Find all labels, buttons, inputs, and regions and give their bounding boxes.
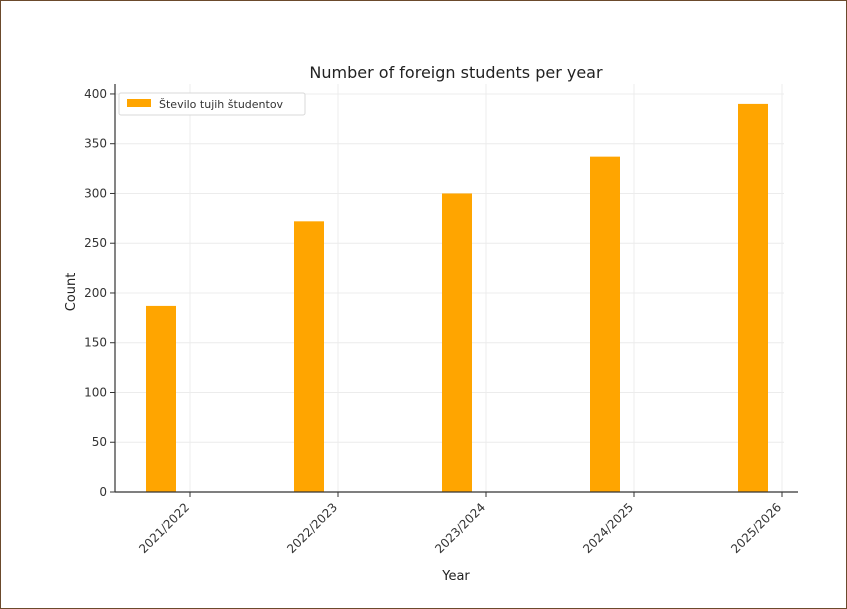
bar [146, 305, 176, 492]
y-tick-label: 100 [84, 385, 107, 399]
bars [146, 103, 768, 492]
x-tick-label: 2024/2025 [580, 500, 636, 556]
y-axis-title: Count [64, 273, 79, 312]
x-tick-label: 2021/2022 [136, 500, 192, 556]
bar [442, 193, 472, 492]
bar [738, 103, 768, 492]
x-tick-label: 2022/2023 [284, 500, 340, 556]
y-ticks: 0 50 100 150 200 250 300 350 400 [84, 87, 115, 499]
axes [114, 84, 798, 493]
y-tick-label: 400 [84, 87, 107, 101]
y-tick-label: 0 [99, 485, 107, 499]
y-tick-label: 50 [92, 435, 107, 449]
y-tick-label: 200 [84, 286, 107, 300]
x-tick-label: 2025/2026 [728, 500, 784, 556]
y-tick-label: 150 [84, 336, 107, 350]
x-tick-label: 2023/2024 [432, 500, 488, 556]
y-tick-label: 300 [84, 186, 107, 200]
chart-title: Number of foreign students per year [309, 63, 603, 82]
x-ticks: 2021/2022 2022/2023 2023/2024 2024/2025 2025… [136, 492, 784, 556]
y-tick-label: 350 [84, 137, 107, 151]
legend: Število tujih študentov [118, 92, 306, 116]
bar [590, 156, 620, 492]
x-axis-title: Year [441, 569, 470, 584]
legend-box [118, 92, 306, 116]
legend-label: Število tujih študentov [159, 98, 284, 111]
y-tick-label: 250 [84, 236, 107, 250]
legend-swatch [127, 99, 151, 107]
bar [294, 221, 324, 492]
